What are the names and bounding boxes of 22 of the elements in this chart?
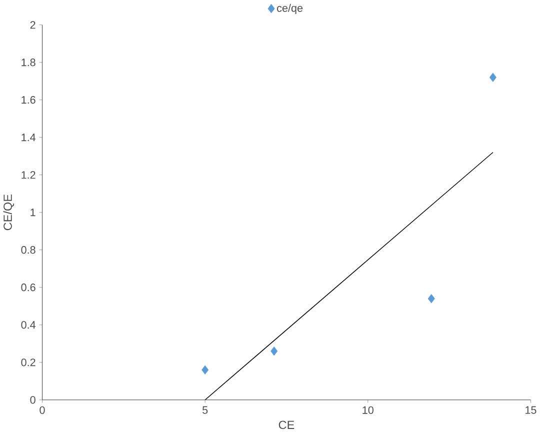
y-tick-label: 0.6 [21,283,36,292]
y-tick-label: 1.6 [22,96,36,104]
y-tick-label: 0.2 [21,358,36,366]
point [428,294,435,304]
x-tick-label: 0 [40,406,45,414]
legend-label: ce/qe [277,4,303,14]
x-tick-label: 5 [202,406,208,414]
point [489,72,496,82]
point [202,365,209,374]
point [270,346,278,356]
y-tick-label: 1.8 [22,58,36,66]
y-tick-label: 2 [30,20,36,28]
y-tick-label: 0.8 [21,246,36,254]
y-tick-label: 1.4 [22,134,36,141]
x-tick-label: 10 [362,406,374,414]
y-tick-label: 1.2 [22,170,36,178]
y-tick-label: 0 [30,396,36,404]
y-tick-label: 1 [30,208,36,216]
y-axis-title: CE/QE [3,194,14,230]
y-tick-label: 0.4 [21,320,36,329]
x-tick-label: 15 [526,406,536,414]
x-axis-title: CE [278,420,294,429]
